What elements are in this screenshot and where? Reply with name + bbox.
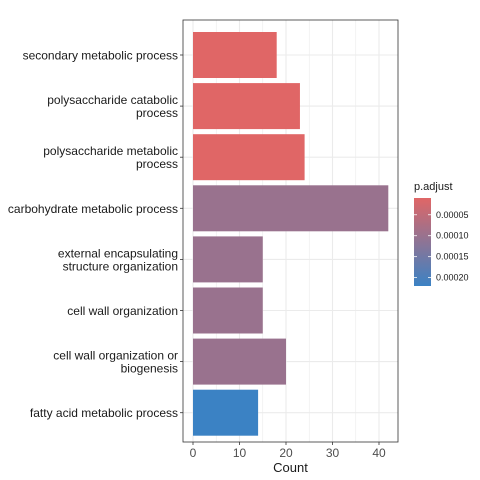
y-tick-label: cell wall organization or biogenesis: [53, 349, 178, 376]
x-tick-label: 10: [233, 446, 247, 460]
x-tick-label: 0: [190, 446, 197, 460]
y-tick-label: external encapsulating structure organiza…: [58, 246, 178, 273]
legend-colorbar: [414, 198, 431, 286]
panel-border: [182, 19, 399, 443]
x-tick-label: 30: [326, 446, 340, 460]
x-tick-label: 40: [372, 446, 386, 460]
bar: [193, 389, 259, 436]
legend: p.adjust 0.00005 0.00010 0.00015 0.00020: [414, 181, 469, 286]
legend-tick-label: 0.00010: [436, 231, 469, 241]
y-tick-label: polysaccharide metabolic process: [43, 144, 178, 171]
bars: [193, 32, 389, 436]
bar: [193, 287, 263, 334]
y-tick-label: secondary metabolic process: [23, 49, 178, 63]
y-tick-label: fatty acid metabolic process: [30, 406, 178, 420]
bar: [193, 185, 389, 232]
bar: [193, 338, 286, 385]
bar: [193, 134, 305, 181]
bar: [193, 32, 277, 78]
y-tick-label: polysaccharide catabolic process: [47, 93, 178, 120]
x-tick-label: 20: [279, 446, 293, 460]
legend-title: p.adjust: [414, 181, 453, 193]
x-axis: 0 10 20 30 40: [190, 442, 386, 460]
y-axis: secondary metabolic process polysaccharid…: [8, 49, 183, 420]
bar: [193, 83, 300, 130]
y-tick-label: carbohydrate metabolic process: [8, 202, 178, 216]
legend-tick-label: 0.00005: [436, 210, 469, 220]
x-axis-title: Count: [273, 460, 308, 475]
legend-tick-label: 0.00020: [436, 273, 469, 283]
y-tick-label: cell wall organization: [67, 304, 178, 318]
bar: [193, 236, 263, 283]
legend-tick-label: 0.00015: [436, 252, 469, 262]
